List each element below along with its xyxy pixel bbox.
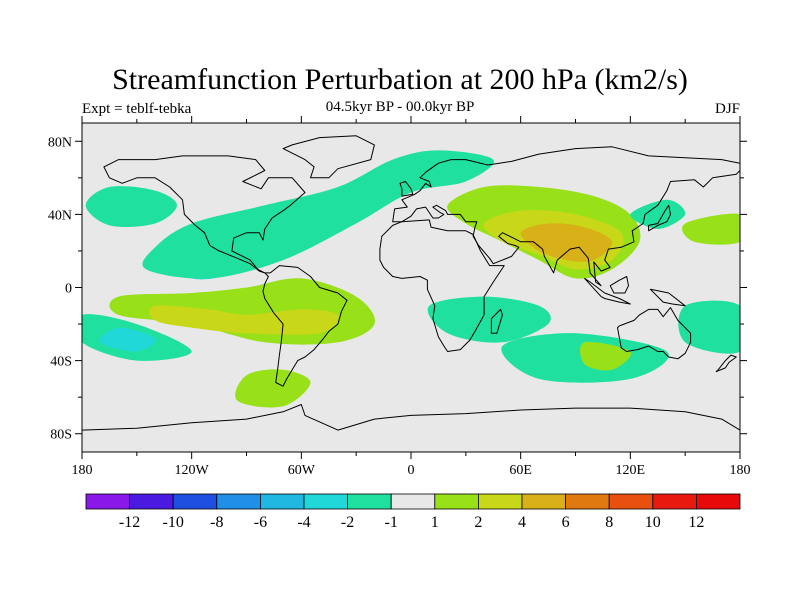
- colorbar-swatch: [129, 493, 174, 510]
- colorbar-swatch: [172, 493, 218, 510]
- plot-title: Streamfunction Perturbation at 200 hPa (…: [112, 63, 688, 96]
- colorbar-swatch: [477, 493, 523, 510]
- colorbar-swatch: [259, 493, 305, 510]
- lat-label: 80S: [50, 428, 72, 443]
- lat-label: 80N: [48, 135, 72, 150]
- colorbar-swatch: [347, 493, 392, 510]
- colorbar-label: -4: [297, 514, 310, 531]
- colorbar-label: -12: [119, 514, 140, 531]
- colorbar-label: 6: [562, 514, 570, 531]
- colorbar-swatch: [216, 493, 261, 510]
- colorbar-label: 10: [645, 514, 661, 531]
- contour-region-s-indian-positive: [579, 341, 632, 371]
- coastline-africa: [379, 219, 505, 352]
- colorbar-label: -1: [385, 514, 398, 531]
- lat-label: 40S: [50, 355, 72, 370]
- colorbar-label: -8: [210, 514, 223, 531]
- lon-label: 180: [730, 463, 751, 478]
- lon-label: 120E: [616, 463, 646, 478]
- coastline-north-america: [103, 155, 306, 274]
- contour-region-s-africa-negative: [427, 296, 551, 343]
- colorbar-label: -2: [341, 514, 354, 531]
- coastline-antarctica: [82, 404, 740, 431]
- contour-region-japan-negative: [630, 199, 686, 229]
- coastline-eurasia: [392, 146, 740, 287]
- contour-region-w-pacific-negative: [678, 300, 740, 354]
- map-area: [81, 122, 741, 453]
- contour-region-nw-pacific-positive: [682, 213, 740, 245]
- lon-label: 60E: [509, 463, 532, 478]
- colorbar: -12 -10 -8 -6 -4 -2 -1 1 2 4 6 8 10 12: [85, 493, 741, 531]
- colorbar-label: -10: [163, 514, 184, 531]
- colorbar-swatch: [608, 493, 654, 510]
- period-label: 04.5kyr BP - 00.0kyr BP: [325, 99, 475, 115]
- contour-region-s-america-positive-mid: [149, 305, 339, 335]
- coastline-uk: [399, 181, 414, 197]
- colorbar-label: 1: [431, 514, 439, 531]
- coastline-greenland: [282, 135, 375, 179]
- lon-label: 0: [408, 463, 415, 478]
- colorbar-label: 4: [518, 514, 526, 531]
- coastline-new-zealand: [715, 354, 737, 373]
- contour-region-s-atlantic-positive: [235, 369, 311, 408]
- colorbar-label: 8: [605, 514, 613, 531]
- coastline-madagascar: [490, 308, 503, 334]
- colorbar-swatch: [696, 493, 741, 510]
- season-label: DJF: [714, 101, 740, 117]
- contour-region-s-pacific-negative-core: [99, 327, 156, 352]
- colorbar-label: 12: [688, 514, 704, 531]
- colorbar-label: -6: [254, 514, 267, 531]
- colorbar-swatch: [390, 493, 436, 510]
- coastline-indonesia: [584, 277, 631, 305]
- lon-label: 120W: [175, 463, 210, 478]
- colorbar-swatch: [434, 493, 479, 510]
- lat-label: 0: [65, 282, 72, 297]
- colorbar-swatch: [303, 493, 348, 510]
- colorbar-swatch: [521, 493, 566, 510]
- colorbar-label: 2: [474, 514, 482, 531]
- lat-label: 40N: [48, 208, 72, 223]
- coastline-australia: [617, 307, 692, 360]
- contour-region-n-pacific-negative-outer: [85, 186, 177, 228]
- coastline-south-america: [262, 265, 348, 387]
- lon-label: 180: [72, 463, 93, 478]
- colorbar-swatch: [652, 493, 697, 510]
- coastline-japan: [648, 204, 671, 232]
- colorbar-swatch: [565, 493, 610, 510]
- map-axes: 80N 40N 0 40S 80S 180 120W 60W 0 60E 120E 180: [48, 116, 751, 478]
- coastline-borneo: [609, 276, 629, 294]
- colorbar-swatch: [85, 493, 130, 510]
- lon-label: 60W: [288, 463, 316, 478]
- coastline-layer: [82, 135, 740, 431]
- coastline-new-guinea: [649, 288, 686, 307]
- experiment-label: Expt = teblf-tebka: [82, 101, 192, 117]
